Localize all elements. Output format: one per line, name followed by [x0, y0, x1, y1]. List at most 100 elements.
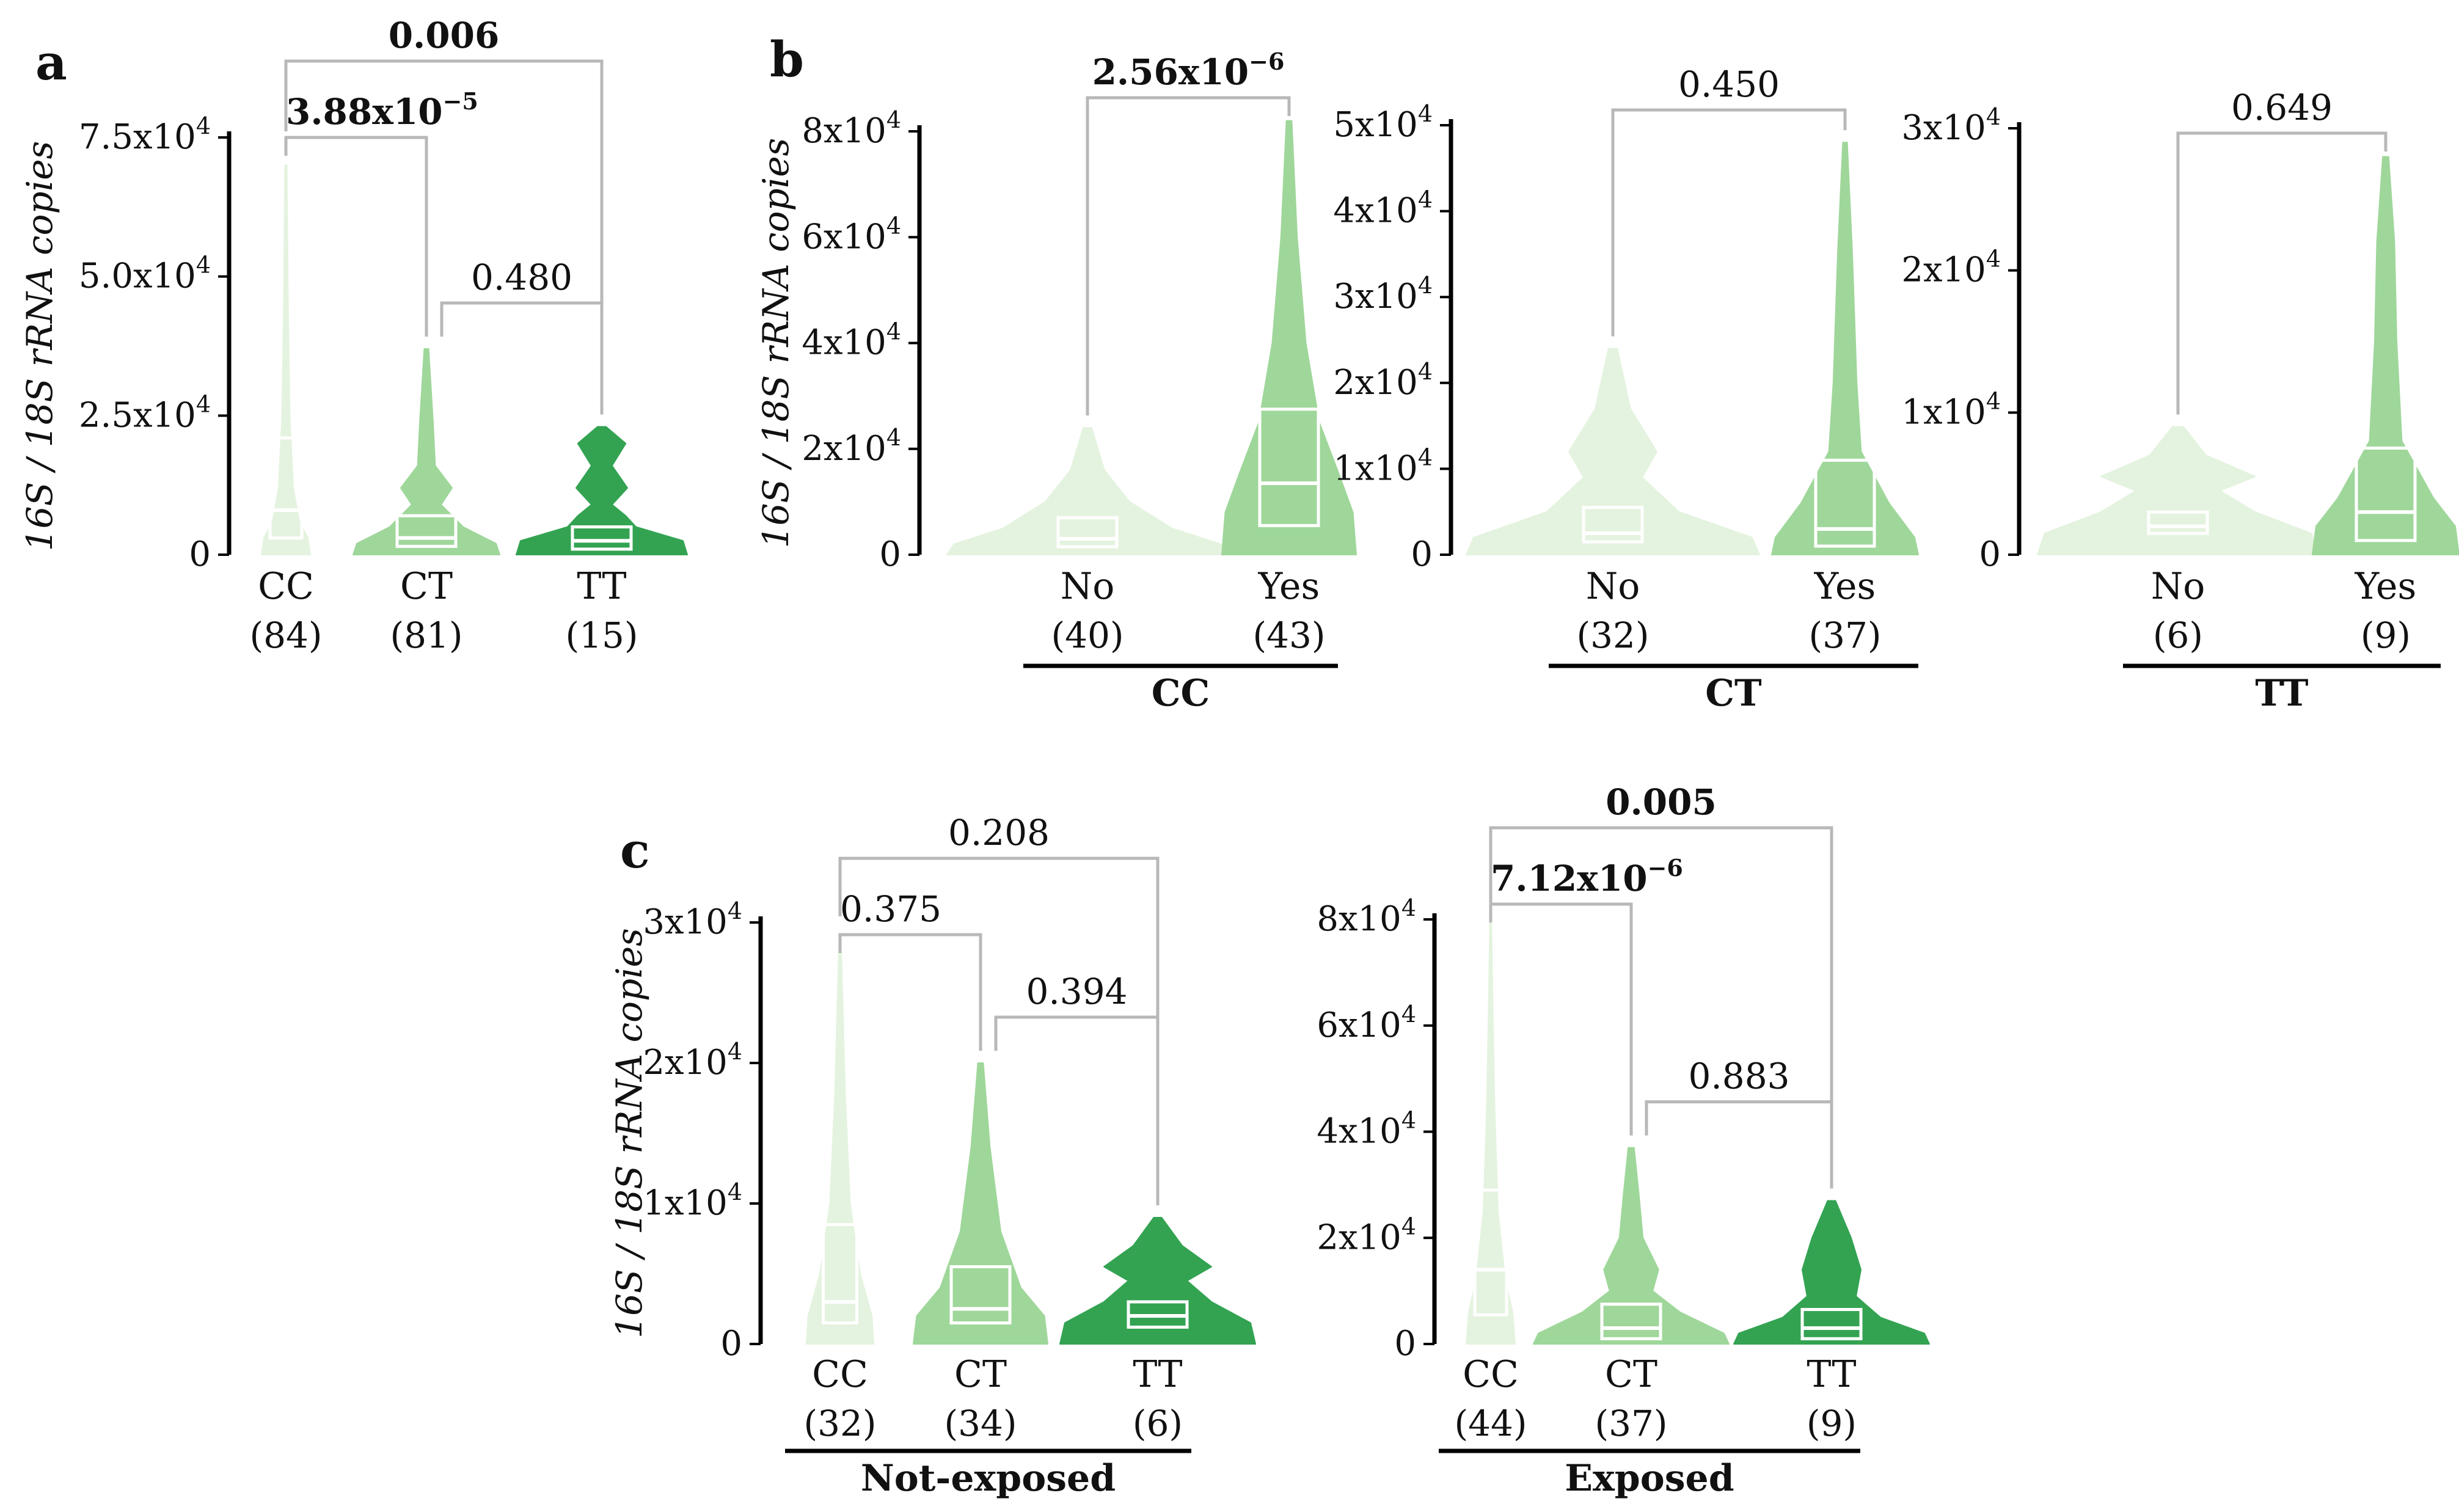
y-tick-label: 6x104 — [1317, 1001, 1416, 1045]
panel-label-b: b — [770, 31, 804, 88]
comparison-bracket — [838, 933, 982, 1051]
y-tick-label: 0 — [879, 535, 901, 574]
category-label: CT — [954, 1353, 1007, 1396]
p-value-label: 0.480 — [471, 257, 572, 298]
box-iqr — [1814, 458, 1876, 548]
y-tick-label: 0 — [1394, 1324, 1416, 1364]
category-label: Yes — [1814, 565, 1876, 608]
sample-size: (6) — [2153, 615, 2203, 656]
y-tick-label: 3x104 — [1333, 272, 1433, 316]
box-iqr — [395, 514, 458, 548]
y-tick-label: 0 — [720, 1324, 742, 1364]
sample-size: (44) — [1454, 1403, 1527, 1444]
p-value-label: 0.649 — [2231, 87, 2333, 128]
p-value-label: 3.88x10−5 — [286, 87, 478, 133]
category-label: TT — [1133, 1353, 1182, 1396]
comparison-bracket — [1489, 826, 1833, 1189]
y-tick-label: 1x104 — [1901, 387, 2001, 432]
sample-size: (84) — [249, 615, 322, 656]
category-label: No — [1061, 565, 1115, 608]
sample-size: (32) — [803, 1403, 876, 1444]
box-iqr — [2147, 510, 2209, 535]
y-tick-label: 2x104 — [1333, 358, 1433, 403]
box-iqr — [822, 1223, 858, 1324]
violin-plot-b3: 0 1x104 2x104 3x104 No (6) Yes (9) TT 0.649 — [1901, 87, 2459, 715]
y-tick-label: 2x104 — [643, 1038, 742, 1083]
y-tick-label: 5x104 — [1333, 100, 1433, 145]
box-iqr — [268, 436, 304, 540]
violin-ct — [1533, 1147, 1730, 1345]
comparison-bracket — [1611, 108, 1847, 337]
violin-yes — [2312, 156, 2459, 555]
p-value-label: 2.56x10−6 — [1092, 48, 1285, 93]
category-label: CC — [258, 565, 314, 608]
category-label: No — [2151, 565, 2205, 608]
box-iqr — [1258, 407, 1320, 527]
group-label: CT — [1705, 672, 1762, 715]
y-tick-label: 7.5x104 — [79, 112, 211, 157]
y-tick-label: 4x104 — [1333, 186, 1433, 231]
y-tick-label: 6x104 — [802, 212, 901, 257]
category-label: Yes — [1258, 565, 1320, 608]
y-axis-label: 16S / 18S rRNA copies — [19, 141, 60, 552]
comparison-bracket — [2176, 131, 2388, 415]
sample-size: (34) — [944, 1403, 1017, 1444]
sample-size: (6) — [1133, 1403, 1183, 1444]
violin-no — [1466, 348, 1760, 555]
violin-plot-c2: 0 2x104 4x104 6x104 8x104 CC (44) CT (37) TT (9) Ex… — [1317, 781, 1930, 1500]
y-tick-label: 3x104 — [643, 897, 742, 942]
y-tick-label: 0 — [1979, 535, 2001, 574]
violin-yes — [1221, 120, 1357, 555]
comparison-bracket — [1086, 96, 1291, 416]
box-iqr — [1473, 1188, 1508, 1317]
p-value-label: 0.394 — [1026, 971, 1127, 1012]
y-tick-label: 4x104 — [802, 318, 901, 363]
group-label: TT — [2255, 672, 2309, 715]
y-tick-label: 8x104 — [1317, 894, 1416, 939]
p-value-label: 0.375 — [840, 888, 941, 930]
sample-size: (32) — [1576, 615, 1649, 656]
group-label: CC — [1152, 672, 1210, 715]
violin-yes — [1771, 142, 1919, 555]
category-label: TT — [1807, 1353, 1856, 1396]
comparison-bracket — [284, 136, 428, 337]
box-iqr — [571, 525, 633, 551]
box-iqr — [1582, 506, 1644, 544]
violin-no — [2037, 426, 2319, 555]
sample-size: (9) — [1807, 1403, 1857, 1444]
category-label: CT — [1605, 1353, 1657, 1396]
violin-plot-b2: 0 1x104 2x104 3x104 4x104 5x104 No (32) Yes (37) C… — [1333, 64, 1919, 715]
y-tick-label: 2x104 — [802, 424, 901, 469]
p-value-label: 0.005 — [1606, 781, 1717, 823]
violin-tt — [1733, 1200, 1930, 1345]
p-value-label: 0.450 — [1678, 64, 1780, 105]
y-tick-label: 1x104 — [1333, 444, 1433, 488]
y-tick-label: 4x104 — [1317, 1107, 1416, 1152]
y-tick-label: 1x104 — [643, 1178, 742, 1223]
y-tick-label: 2x104 — [1901, 246, 2001, 290]
category-label: No — [1586, 565, 1640, 608]
category-label: CC — [1463, 1353, 1519, 1396]
group-label: Exposed — [1565, 1457, 1734, 1500]
box-iqr — [1600, 1302, 1662, 1340]
panel-label-c: c — [620, 822, 650, 879]
violin-ct — [913, 1062, 1048, 1345]
sample-size: (40) — [1051, 615, 1124, 656]
sample-size: (37) — [1595, 1403, 1667, 1444]
sample-size: (15) — [565, 615, 638, 656]
p-value-label: 0.006 — [389, 15, 500, 56]
p-value-label: 0.208 — [948, 812, 1050, 853]
y-tick-label: 5.0x104 — [79, 252, 211, 296]
violin-tt — [516, 426, 688, 555]
y-axis-label: 16S / 18S rRNA copies — [755, 138, 797, 549]
violin-no — [946, 427, 1229, 555]
p-value-label: 7.12x10−6 — [1491, 854, 1683, 899]
comparison-bracket — [1645, 1100, 1833, 1189]
category-label: Yes — [2355, 565, 2417, 608]
y-tick-label: 0 — [1411, 535, 1433, 574]
panel-label-a: a — [35, 34, 67, 91]
p-value-label: 0.883 — [1688, 1056, 1789, 1097]
group-label: Not-exposed — [861, 1457, 1116, 1500]
